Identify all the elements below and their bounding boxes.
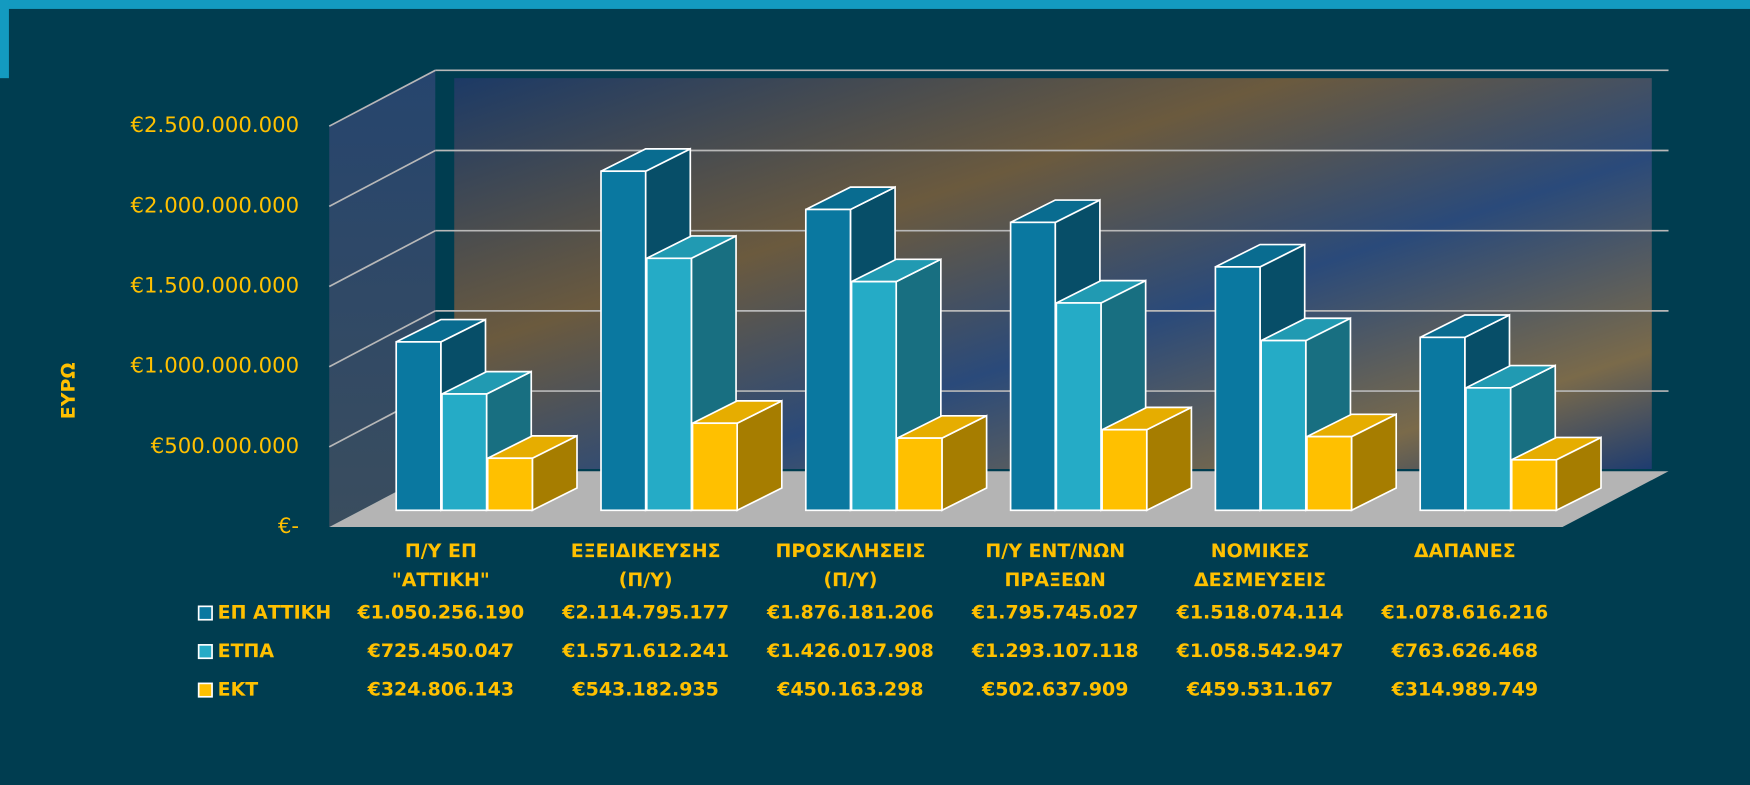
table-value: €1.050.256.190	[356, 602, 524, 624]
bar	[1465, 387, 1512, 512]
table-value: €1.795.745.027	[971, 602, 1139, 624]
bar	[804, 208, 852, 512]
x-tick-label: (Π/Υ)	[824, 569, 878, 591]
table-value: €725.450.047	[367, 640, 514, 662]
bar	[896, 437, 943, 512]
legend-swatch	[197, 682, 213, 698]
bar	[850, 280, 898, 512]
x-tick-label: ΝΟΜΙΚΕΣ	[1211, 540, 1310, 562]
table-value: €502.637.909	[981, 679, 1128, 701]
x-tick-label: ΕΞΕΙΔΙΚΕΥΣΗΣ	[571, 540, 721, 562]
legend-swatch	[197, 644, 213, 660]
bar	[441, 393, 488, 512]
bar	[1214, 266, 1261, 512]
table-value: €1.518.074.114	[1176, 602, 1344, 624]
x-tick-label: Π/Υ ΕΝΤ/ΝΩΝ	[985, 540, 1125, 562]
table-value: €324.806.143	[367, 679, 514, 701]
bar	[600, 170, 647, 512]
x-tick-label: ΔΕΣΜΕΥΣΕΙΣ	[1194, 569, 1326, 591]
table-value: €2.114.795.177	[561, 602, 729, 624]
table-value: €763.626.468	[1391, 640, 1538, 662]
table-value: €459.531.167	[1186, 679, 1333, 701]
legend-label: ΕΤΠΑ	[218, 640, 275, 662]
legend-label: ΕΚΤ	[218, 679, 259, 701]
table-value: €543.182.935	[571, 679, 718, 701]
bar	[1510, 458, 1558, 512]
grid-line	[328, 149, 436, 208]
legend-label: ΕΠ ΑΤΤΙΚΗ	[218, 602, 332, 624]
y-tick-label: €-	[278, 514, 299, 539]
x-tick-label: "ΑΤΤΙΚΗ"	[392, 569, 490, 591]
table-value: €1.876.181.206	[766, 602, 934, 624]
x-tick-label: ΠΡΟΣΚΛΗΣΕΙΣ	[775, 540, 925, 562]
bar	[1260, 339, 1307, 512]
y-tick-label: €2.000.000.000	[131, 193, 300, 218]
bar	[1101, 428, 1148, 512]
y-tick-label: €1.000.000.000	[131, 354, 300, 379]
table-value: €1.426.017.908	[766, 640, 934, 662]
grid-line	[328, 229, 436, 288]
grid-line	[328, 69, 436, 127]
x-tick-label: ΠΡΑΞΕΩΝ	[1005, 569, 1106, 591]
legend-swatch	[197, 605, 213, 621]
table-value: €1.058.542.947	[1176, 640, 1344, 662]
x-tick-label: Π/Υ ΕΠ	[405, 540, 477, 562]
bar	[691, 422, 739, 512]
table-value: €1.571.612.241	[561, 640, 729, 662]
bar	[1009, 221, 1057, 512]
bar	[1419, 336, 1466, 512]
y-axis-label: ΕΥΡΩ	[58, 362, 80, 419]
table-value: €450.163.298	[776, 679, 923, 701]
left-bar	[0, 0, 9, 79]
bar	[1055, 302, 1102, 512]
table-value: €314.989.749	[1391, 679, 1538, 701]
y-tick-label: €1.500.000.000	[131, 274, 300, 299]
bar	[395, 341, 442, 512]
table-value: €1.078.616.216	[1380, 602, 1548, 624]
bar	[486, 457, 534, 512]
bar	[1306, 435, 1353, 512]
y-tick-label: €2.500.000.000	[131, 113, 300, 138]
top-bar	[0, 0, 1750, 9]
y-tick-label: €500.000.000	[151, 434, 299, 459]
bar	[645, 257, 693, 512]
x-tick-label: (Π/Υ)	[619, 569, 673, 591]
x-tick-label: ΔΑΠΑΝΕΣ	[1414, 540, 1516, 562]
grid-line	[328, 310, 436, 368]
table-value: €1.293.107.118	[971, 640, 1139, 662]
